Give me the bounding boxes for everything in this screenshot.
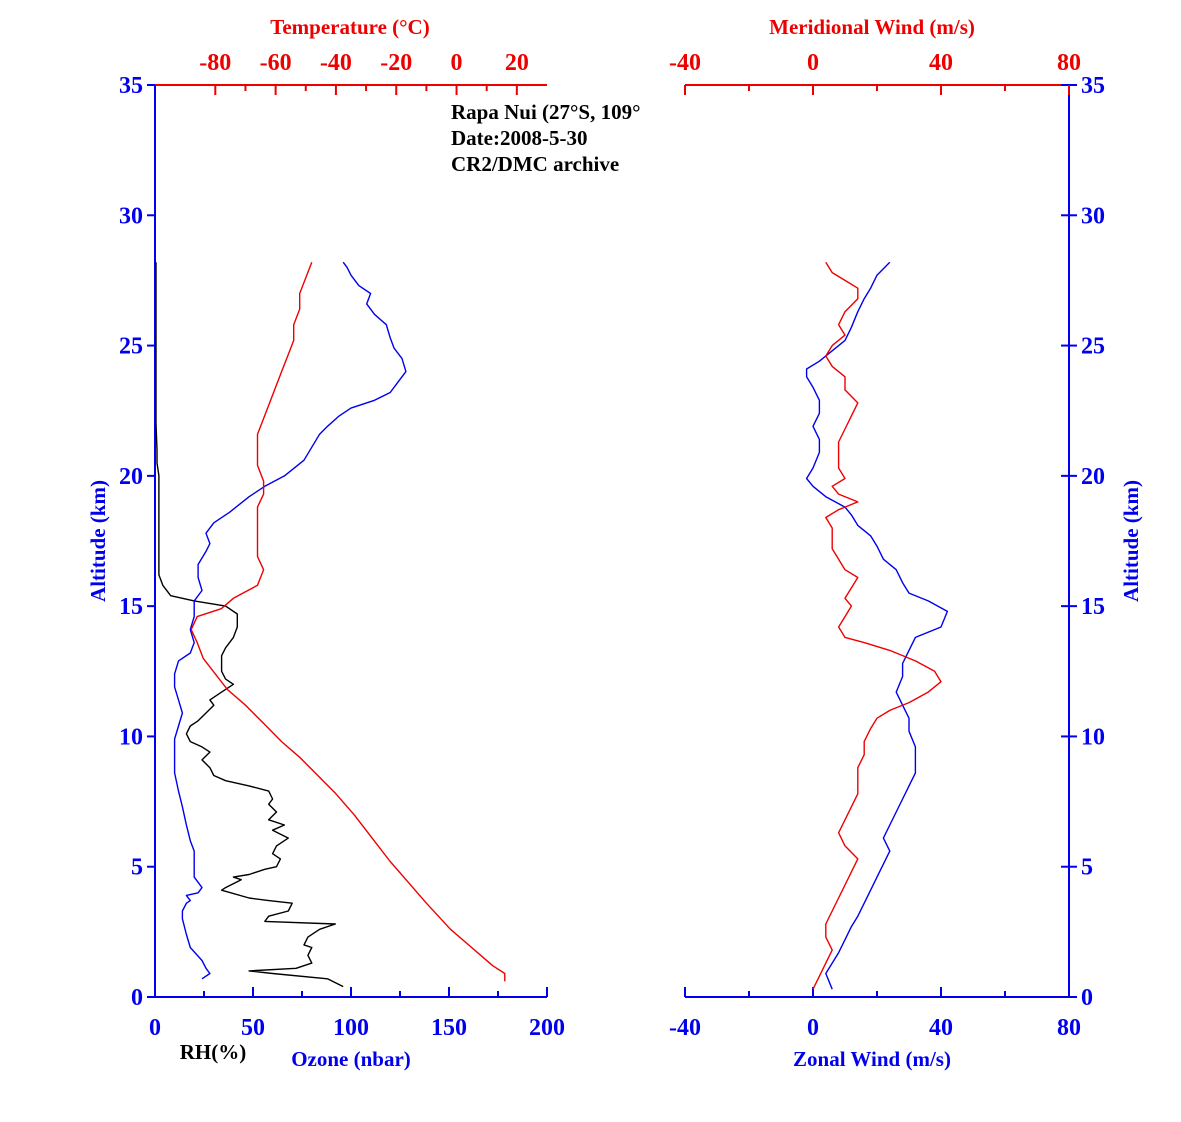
left-panel-y-tick-label: 30 xyxy=(119,203,143,229)
top-axis-title-meridional: Meridional Wind (m/s) xyxy=(769,15,975,39)
right-panel: 0 5 10 15 20 25 30 35 -40 0 40 80 -40 0 40 80 xyxy=(669,50,1105,1041)
right-panel-bottom-tick-label: -40 xyxy=(669,1015,701,1041)
meridional-line xyxy=(812,261,942,990)
zonal-line xyxy=(805,261,949,990)
right-panel-y-tick-label: 0 xyxy=(1081,985,1093,1011)
right-panel-y-tick-label: 25 xyxy=(1081,334,1105,360)
right-panel-top-tick-label: 0 xyxy=(807,50,819,76)
left-y-axis-title: Altitude (km) xyxy=(86,480,110,602)
annotation-date: Date:2008-5-30 xyxy=(451,126,587,150)
annotation-station: Rapa Nui (27°S, 109° xyxy=(451,100,641,124)
left-panel-top-tick-label: -80 xyxy=(199,50,231,76)
right-panel-y-tick-label: 30 xyxy=(1081,203,1105,229)
right-panel-y-tick-label: 20 xyxy=(1081,464,1105,490)
left-panel-bottom-tick-label: 0 xyxy=(149,1015,161,1041)
right-panel-y-tick-label: 15 xyxy=(1081,594,1105,620)
right-panel-top-tick-label: -40 xyxy=(669,50,701,76)
right-panel-y-tick-label: 5 xyxy=(1081,855,1093,881)
left-panel-bottom-tick-label: 50 xyxy=(241,1015,265,1041)
temperature-line xyxy=(190,261,506,982)
left-panel-y-tick-label: 5 xyxy=(131,855,143,881)
left-panel-bottom-tick-label: 100 xyxy=(333,1015,369,1041)
left-panel-top-tick-label: -40 xyxy=(320,50,352,76)
right-panel-top-tick-label: 80 xyxy=(1057,50,1081,76)
left-panel-top-tick-label: -20 xyxy=(380,50,412,76)
left-panel-y-tick-label: 20 xyxy=(119,464,143,490)
annotation-block: Rapa Nui (27°S, 109° Date:2008-5-30 CR2/… xyxy=(451,100,641,176)
rh-line xyxy=(155,262,344,988)
left-panel-y-tick-label: 35 xyxy=(119,73,143,99)
bottom-axis-title-rh: RH(%) xyxy=(180,1040,247,1064)
left-panel-y-tick-label: 15 xyxy=(119,594,143,620)
right-panel-y-tick-label: 35 xyxy=(1081,73,1105,99)
left-panel-top-tick-label: 0 xyxy=(451,50,463,76)
left-panel-bottom-tick-label: 150 xyxy=(431,1015,467,1041)
left-panel: 0 5 10 15 20 25 30 35 0 50 100 150 200 -80 -60 -40 -20 0 2… xyxy=(119,50,565,1041)
bottom-axis-title-ozone: Ozone (nbar) xyxy=(291,1047,411,1071)
top-axis-title-temperature: Temperature (°C) xyxy=(270,15,429,39)
annotation-source: CR2/DMC archive xyxy=(451,152,619,176)
left-panel-bottom-tick-label: 200 xyxy=(529,1015,565,1041)
left-panel-y-tick-label: 0 xyxy=(131,985,143,1011)
left-panel-top-tick-label: -60 xyxy=(260,50,292,76)
left-panel-y-tick-label: 10 xyxy=(119,724,143,750)
right-panel-y-tick-label: 10 xyxy=(1081,724,1105,750)
right-panel-top-tick-label: 40 xyxy=(929,50,953,76)
ozone-line xyxy=(173,261,407,980)
right-y-axis-title: Altitude (km) xyxy=(1119,480,1143,602)
right-panel-bottom-tick-label: 80 xyxy=(1057,1015,1081,1041)
right-panel-bottom-tick-label: 40 xyxy=(929,1015,953,1041)
left-panel-top-tick-label: 20 xyxy=(505,50,529,76)
right-panel-bottom-tick-label: 0 xyxy=(807,1015,819,1041)
left-panel-y-tick-label: 25 xyxy=(119,334,143,360)
bottom-axis-title-zonal: Zonal Wind (m/s) xyxy=(793,1047,951,1071)
